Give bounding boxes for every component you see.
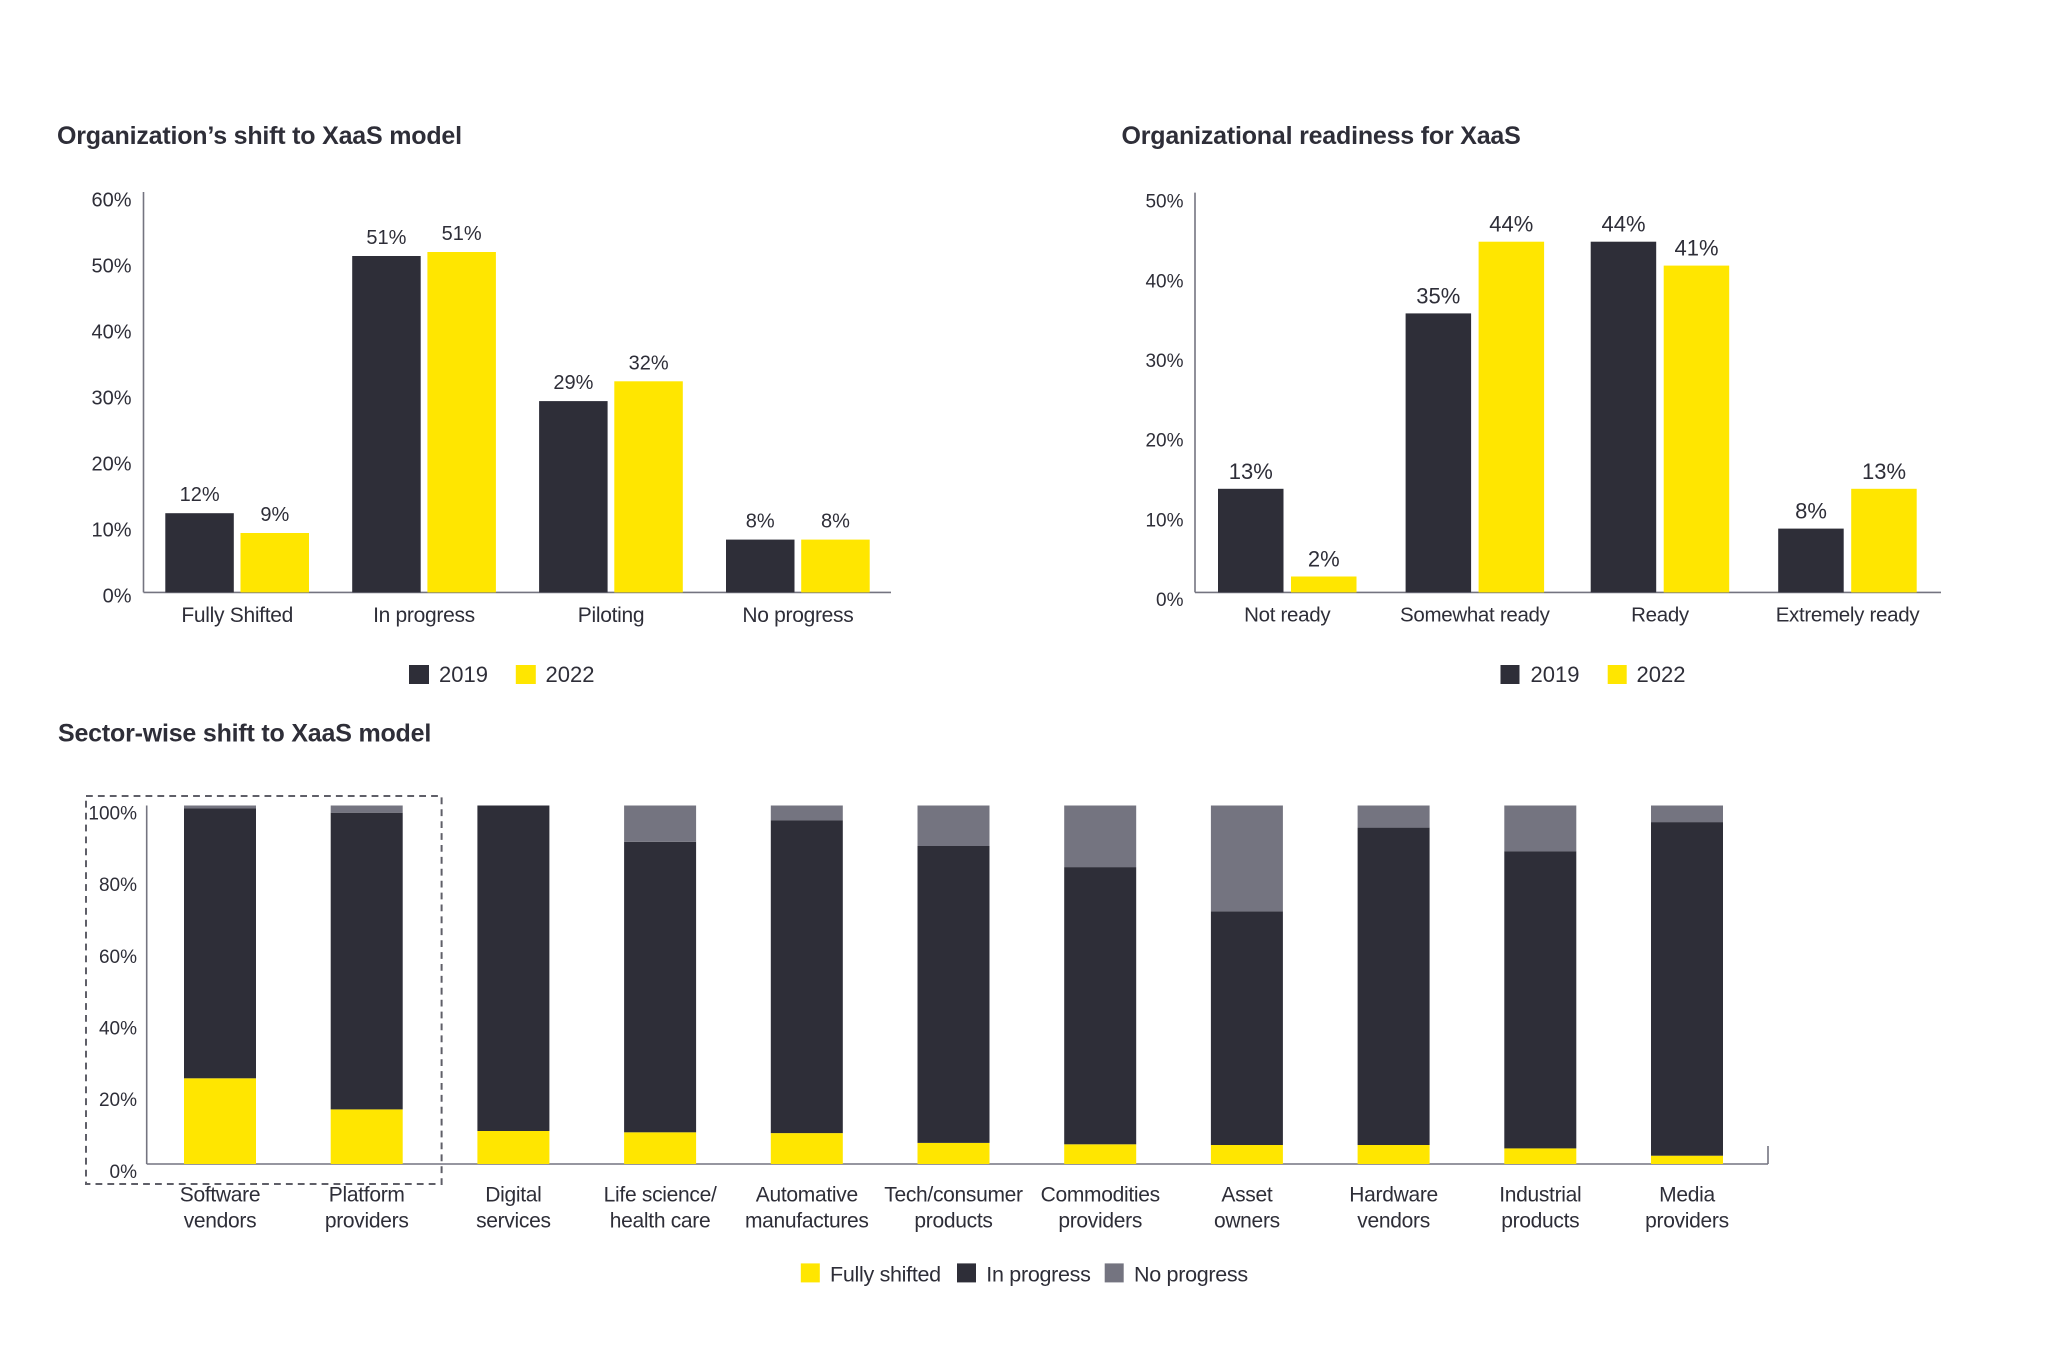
svg-text:vendors: vendors [184, 1209, 257, 1232]
svg-text:0%: 0% [1156, 590, 1184, 611]
svg-text:providers: providers [1058, 1209, 1142, 1232]
svg-text:10%: 10% [1145, 510, 1183, 531]
svg-text:8%: 8% [1795, 499, 1827, 524]
svg-text:8%: 8% [746, 511, 775, 533]
svg-text:44%: 44% [1601, 212, 1645, 237]
svg-text:Organizational readiness for X: Organizational readiness for XaaS [1122, 122, 1521, 150]
svg-text:32%: 32% [629, 352, 669, 374]
svg-text:Asset: Asset [1221, 1184, 1272, 1207]
svg-text:Digital: Digital [485, 1184, 541, 1207]
svg-text:30%: 30% [91, 388, 131, 410]
svg-text:51%: 51% [366, 227, 406, 249]
svg-text:29%: 29% [553, 372, 593, 394]
svg-text:100%: 100% [88, 803, 137, 824]
svg-text:2019: 2019 [439, 662, 488, 687]
svg-text:13%: 13% [1862, 459, 1906, 484]
svg-text:Fully Shifted: Fully Shifted [181, 604, 293, 627]
svg-text:60%: 60% [91, 190, 131, 212]
svg-text:Organization’s shift to XaaS m: Organization’s shift to XaaS model [57, 122, 462, 150]
svg-text:Ready: Ready [1631, 604, 1690, 627]
svg-text:0%: 0% [110, 1162, 138, 1183]
svg-text:Automative: Automative [756, 1184, 858, 1207]
svg-text:providers: providers [1645, 1209, 1729, 1232]
svg-text:Life science/: Life science/ [604, 1184, 717, 1207]
svg-text:20%: 20% [91, 454, 131, 476]
svg-text:Commodities: Commodities [1041, 1184, 1160, 1207]
svg-text:50%: 50% [1145, 192, 1183, 213]
svg-text:products: products [914, 1209, 992, 1232]
svg-text:services: services [476, 1209, 551, 1232]
svg-text:44%: 44% [1489, 212, 1533, 237]
svg-text:Platform: Platform [329, 1184, 405, 1207]
svg-text:20%: 20% [99, 1090, 137, 1111]
svg-text:60%: 60% [99, 947, 137, 968]
svg-text:Media: Media [1659, 1184, 1715, 1207]
svg-text:Tech/consumer: Tech/consumer [884, 1184, 1023, 1207]
svg-text:51%: 51% [442, 223, 482, 245]
svg-text:No progress: No progress [742, 604, 853, 627]
svg-text:Hardware: Hardware [1349, 1184, 1438, 1207]
svg-text:2022: 2022 [1637, 662, 1686, 687]
svg-text:35%: 35% [1416, 283, 1460, 308]
svg-text:13%: 13% [1229, 459, 1273, 484]
svg-text:health care: health care [610, 1209, 711, 1232]
svg-text:41%: 41% [1674, 236, 1718, 261]
svg-text:providers: providers [325, 1209, 409, 1232]
svg-text:owners: owners [1214, 1209, 1280, 1232]
svg-text:Sector-wise shift to XaaS mode: Sector-wise shift to XaaS model [58, 719, 431, 747]
svg-text:Extremely ready: Extremely ready [1776, 604, 1921, 627]
svg-text:Piloting: Piloting [578, 604, 644, 627]
svg-text:Somewhat ready: Somewhat ready [1400, 604, 1551, 627]
svg-text:40%: 40% [1145, 271, 1183, 292]
svg-text:30%: 30% [1145, 351, 1183, 372]
svg-text:80%: 80% [99, 875, 137, 896]
svg-text:40%: 40% [99, 1019, 137, 1040]
svg-text:40%: 40% [91, 322, 131, 344]
svg-text:vendors: vendors [1357, 1209, 1430, 1232]
svg-text:manufactures: manufactures [745, 1209, 869, 1232]
svg-text:2019: 2019 [1531, 662, 1580, 687]
svg-text:12%: 12% [180, 484, 220, 506]
svg-text:0%: 0% [103, 585, 132, 607]
svg-text:Software: Software [180, 1184, 260, 1207]
svg-text:10%: 10% [91, 519, 131, 541]
svg-text:8%: 8% [821, 511, 850, 533]
svg-text:No progress: No progress [1134, 1263, 1248, 1287]
svg-text:products: products [1501, 1209, 1579, 1232]
svg-text:20%: 20% [1145, 431, 1183, 452]
svg-text:50%: 50% [91, 256, 131, 278]
svg-text:Not ready: Not ready [1244, 604, 1331, 627]
svg-text:Fully shifted: Fully shifted [830, 1263, 941, 1287]
svg-text:9%: 9% [260, 504, 289, 526]
svg-text:In progress: In progress [986, 1263, 1090, 1287]
svg-text:In progress: In progress [373, 604, 475, 627]
svg-text:2022: 2022 [546, 662, 595, 687]
svg-text:2%: 2% [1308, 547, 1340, 572]
svg-text:Industrial: Industrial [1499, 1184, 1581, 1207]
